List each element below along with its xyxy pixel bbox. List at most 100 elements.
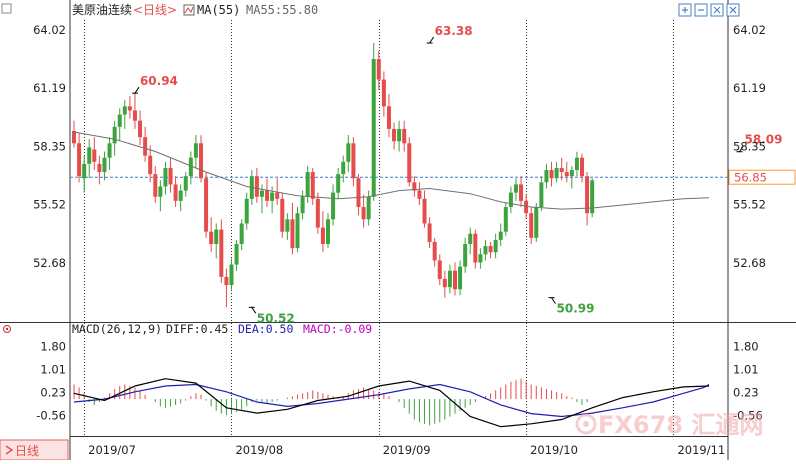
candle-body bbox=[331, 192, 336, 220]
candle-33 bbox=[239, 219, 244, 251]
candle-body bbox=[158, 186, 163, 197]
candle-body bbox=[442, 278, 447, 288]
candle-body bbox=[132, 110, 137, 121]
candle-29 bbox=[219, 219, 224, 284]
candle-body bbox=[117, 114, 122, 127]
macd-tick-left-0: 1.80 bbox=[40, 340, 66, 354]
candle-body bbox=[554, 167, 559, 179]
candle-64 bbox=[397, 120, 402, 152]
candle-50 bbox=[326, 213, 330, 249]
indicator-settings-icon[interactable] bbox=[3, 325, 11, 333]
period-switch-button[interactable]: 日线 bbox=[0, 439, 69, 461]
time-tick-2: 2019/09 bbox=[383, 443, 431, 457]
candle-body bbox=[351, 143, 356, 179]
candle-8 bbox=[112, 120, 117, 156]
candle-body bbox=[310, 172, 315, 199]
candle-12 bbox=[132, 93, 137, 129]
candle-body bbox=[127, 106, 132, 111]
candle-body bbox=[585, 176, 590, 214]
candle-81 bbox=[483, 239, 488, 261]
candle-body bbox=[326, 219, 330, 245]
candle-73 bbox=[442, 270, 447, 298]
annotation-low-3: 50.99 bbox=[548, 297, 594, 316]
macd-tick-left-2: 0.23 bbox=[40, 385, 66, 399]
header-legend: 美原油连续 <日线> MA(55) MA55:55.80 bbox=[1, 2, 318, 17]
candle-body bbox=[254, 176, 259, 197]
candle-body bbox=[534, 207, 539, 238]
candle-28 bbox=[214, 223, 219, 259]
candle-88 bbox=[519, 176, 524, 208]
candle-body bbox=[371, 59, 376, 197]
settings-icon[interactable] bbox=[710, 3, 724, 17]
candle-3 bbox=[87, 139, 92, 179]
watermark: FX678 汇通网 bbox=[575, 411, 763, 439]
period-tag[interactable]: <日线> bbox=[133, 3, 177, 17]
candle-body bbox=[397, 128, 402, 142]
candle-21 bbox=[178, 184, 183, 212]
price-tick-right-1: 61.19 bbox=[733, 81, 766, 95]
candle-102 bbox=[590, 178, 595, 218]
annotation-label: 63.38 bbox=[435, 24, 473, 38]
ma55-polyline bbox=[73, 131, 710, 210]
macd-tick-left-1: 1.01 bbox=[40, 363, 66, 377]
candle-23 bbox=[188, 151, 193, 185]
zoom-out-icon[interactable] bbox=[694, 3, 708, 17]
candle-body bbox=[493, 239, 498, 253]
candle-34 bbox=[244, 192, 249, 230]
candle-54 bbox=[346, 135, 351, 173]
candle-20 bbox=[173, 176, 178, 208]
candle-body bbox=[498, 231, 503, 240]
candle-41 bbox=[280, 192, 285, 238]
candle-56 bbox=[356, 174, 361, 216]
candle-body bbox=[361, 207, 366, 220]
candle-body bbox=[529, 213, 534, 238]
annotation-pointer bbox=[251, 307, 257, 314]
candle-body bbox=[336, 174, 341, 193]
candle-42 bbox=[285, 213, 290, 240]
annotation-high-2: 63.38 bbox=[426, 24, 473, 44]
candle-92 bbox=[539, 176, 544, 212]
candle-78 bbox=[468, 227, 473, 255]
macd-lines bbox=[73, 378, 710, 428]
macd-diff-value: DIFF:0.45 bbox=[166, 322, 228, 336]
candle-body bbox=[265, 190, 270, 201]
candle-1 bbox=[77, 133, 82, 183]
candle-90 bbox=[529, 207, 534, 245]
candle-99 bbox=[574, 151, 579, 177]
candle-body bbox=[412, 182, 417, 191]
annotation-high-0: 60.94 bbox=[131, 74, 178, 94]
candle-87 bbox=[513, 178, 518, 201]
legend-box-icon bbox=[1, 3, 12, 14]
candle-65 bbox=[402, 120, 407, 152]
candle-body bbox=[280, 198, 285, 232]
candle-body bbox=[275, 192, 280, 199]
candle-43 bbox=[290, 202, 295, 255]
close-icon[interactable] bbox=[726, 3, 740, 17]
candle-75 bbox=[453, 262, 457, 296]
price-tick-right-3: 55.52 bbox=[733, 198, 766, 212]
candle-72 bbox=[437, 254, 442, 286]
candle-body bbox=[427, 223, 432, 242]
chevron-right-icon bbox=[5, 445, 14, 455]
candle-89 bbox=[524, 194, 529, 220]
candle-57 bbox=[361, 194, 366, 228]
candle-18 bbox=[163, 161, 168, 195]
candle-body bbox=[432, 241, 437, 261]
zoom-in-icon[interactable] bbox=[678, 3, 692, 17]
candle-body bbox=[544, 170, 549, 183]
time-tick-1: 2019/08 bbox=[235, 443, 283, 457]
candle-body bbox=[188, 157, 193, 177]
candle-0 bbox=[72, 120, 76, 148]
candle-30 bbox=[224, 268, 229, 308]
time-tick-3: 2019/10 bbox=[530, 443, 578, 457]
candle-93 bbox=[544, 163, 549, 189]
candle-body bbox=[402, 128, 407, 144]
candle-48 bbox=[315, 192, 320, 234]
candle-body bbox=[453, 270, 457, 290]
candle-body bbox=[148, 155, 153, 175]
macd-dea-value: DEA:0.50 bbox=[238, 322, 293, 336]
candle-74 bbox=[447, 264, 452, 294]
candle-10 bbox=[122, 100, 127, 129]
candle-body bbox=[346, 143, 351, 162]
